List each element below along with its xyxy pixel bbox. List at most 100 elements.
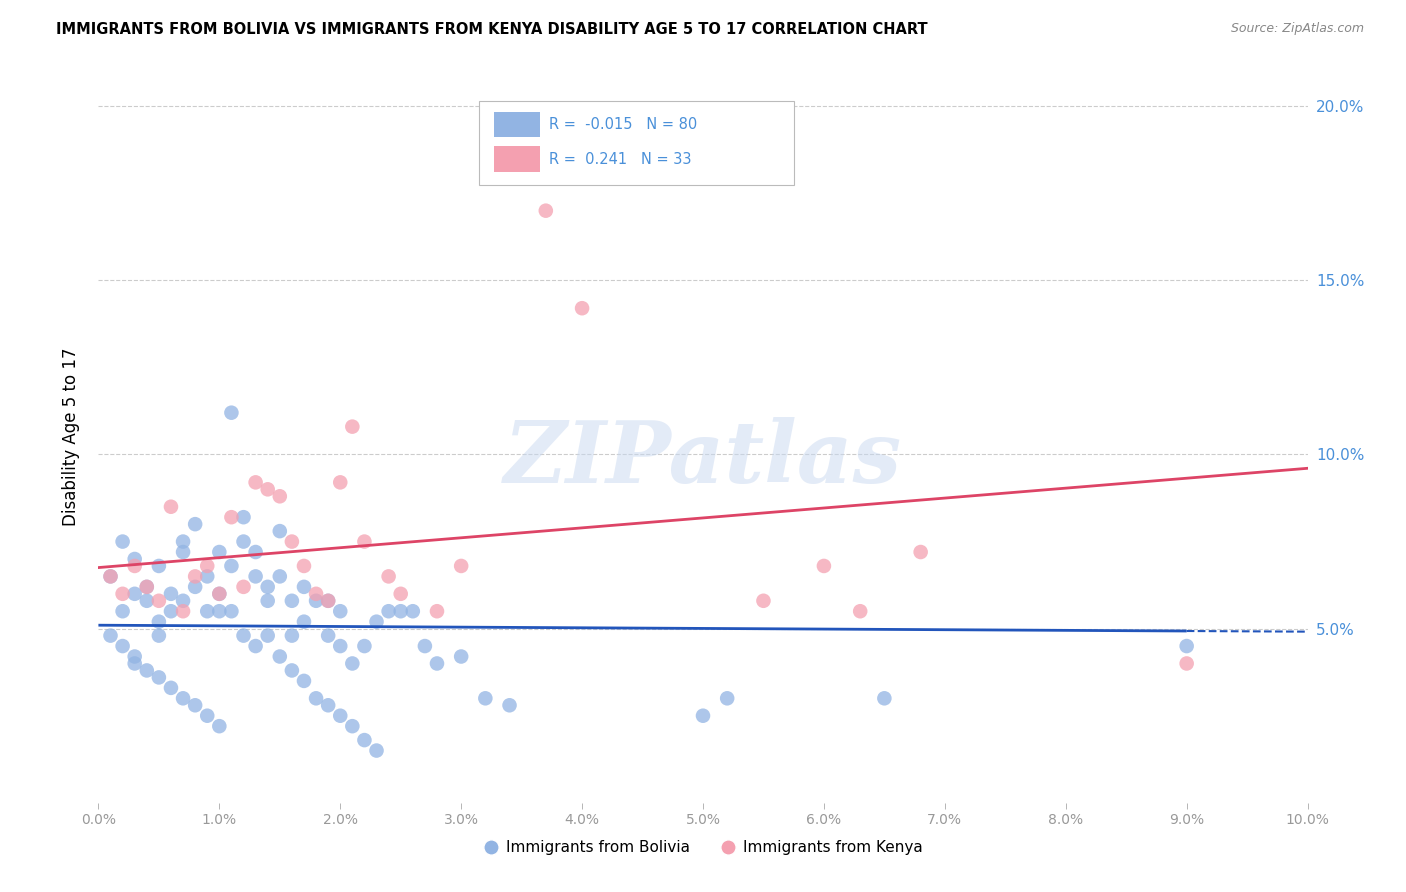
Point — [256, 483, 278, 497]
Point — [292, 558, 315, 573]
Point — [534, 203, 557, 218]
Point — [342, 419, 364, 434]
Point — [269, 524, 291, 538]
Point — [245, 545, 267, 559]
Point — [305, 594, 328, 608]
Point — [232, 534, 254, 549]
Point — [160, 500, 183, 514]
Point — [329, 604, 352, 618]
Point — [184, 569, 207, 583]
Point — [195, 558, 218, 573]
Point — [366, 743, 388, 757]
Point — [316, 594, 339, 608]
Point — [124, 552, 146, 566]
Point — [111, 639, 134, 653]
Point — [571, 301, 593, 316]
Point — [849, 604, 872, 618]
Point — [716, 691, 738, 706]
Point — [195, 604, 218, 618]
Point — [1175, 657, 1198, 671]
Point — [160, 604, 183, 618]
Point — [221, 604, 243, 618]
Legend: Immigrants from Bolivia, Immigrants from Kenya: Immigrants from Bolivia, Immigrants from… — [477, 834, 929, 861]
FancyBboxPatch shape — [479, 101, 793, 185]
Point — [474, 691, 496, 706]
Point — [256, 629, 278, 643]
Bar — [494, 146, 540, 171]
Point — [195, 569, 218, 583]
Point — [232, 629, 254, 643]
Point — [124, 558, 146, 573]
Point — [342, 657, 364, 671]
Point — [208, 587, 231, 601]
Point — [221, 510, 243, 524]
Point — [148, 615, 170, 629]
Point — [316, 698, 339, 713]
Point — [389, 587, 412, 601]
Point — [124, 649, 146, 664]
Point — [124, 587, 146, 601]
Point — [245, 569, 267, 583]
Point — [269, 569, 291, 583]
Point — [366, 615, 388, 629]
Point — [910, 545, 932, 559]
Point — [184, 698, 207, 713]
Point — [281, 594, 304, 608]
Point — [498, 698, 520, 713]
Point — [450, 649, 472, 664]
Text: ZIPatlas: ZIPatlas — [503, 417, 903, 500]
Point — [1175, 639, 1198, 653]
Point — [752, 594, 775, 608]
Point — [292, 580, 315, 594]
Point — [256, 594, 278, 608]
Point — [329, 708, 352, 723]
Point — [160, 681, 183, 695]
Point — [135, 580, 157, 594]
Point — [172, 594, 194, 608]
Text: R =  0.241   N = 33: R = 0.241 N = 33 — [550, 152, 692, 167]
Point — [232, 580, 254, 594]
Point — [377, 569, 399, 583]
Point — [316, 594, 339, 608]
Point — [353, 733, 375, 747]
Point — [148, 629, 170, 643]
Point — [184, 580, 207, 594]
Point — [135, 594, 157, 608]
Point — [281, 534, 304, 549]
Bar — [494, 112, 540, 137]
Point — [413, 639, 436, 653]
Point — [245, 639, 267, 653]
Point — [329, 475, 352, 490]
Point — [100, 569, 122, 583]
Point — [402, 604, 425, 618]
Point — [124, 657, 146, 671]
Point — [269, 649, 291, 664]
Y-axis label: Disability Age 5 to 17: Disability Age 5 to 17 — [62, 348, 80, 526]
Point — [342, 719, 364, 733]
Point — [135, 580, 157, 594]
Point — [160, 587, 183, 601]
Point — [813, 558, 835, 573]
Point — [245, 475, 267, 490]
Point — [269, 489, 291, 503]
Point — [232, 510, 254, 524]
Point — [195, 708, 218, 723]
Point — [281, 664, 304, 678]
Text: Source: ZipAtlas.com: Source: ZipAtlas.com — [1230, 22, 1364, 36]
Point — [172, 691, 194, 706]
Point — [221, 406, 243, 420]
Point — [353, 639, 375, 653]
Text: R =  -0.015   N = 80: R = -0.015 N = 80 — [550, 117, 697, 132]
Point — [292, 673, 315, 688]
Point — [208, 545, 231, 559]
Point — [377, 604, 399, 618]
Point — [389, 604, 412, 618]
Point — [450, 558, 472, 573]
Point — [426, 657, 449, 671]
Point — [208, 587, 231, 601]
Point — [316, 629, 339, 643]
Point — [172, 534, 194, 549]
Point — [305, 587, 328, 601]
Text: IMMIGRANTS FROM BOLIVIA VS IMMIGRANTS FROM KENYA DISABILITY AGE 5 TO 17 CORRELAT: IMMIGRANTS FROM BOLIVIA VS IMMIGRANTS FR… — [56, 22, 928, 37]
Point — [172, 545, 194, 559]
